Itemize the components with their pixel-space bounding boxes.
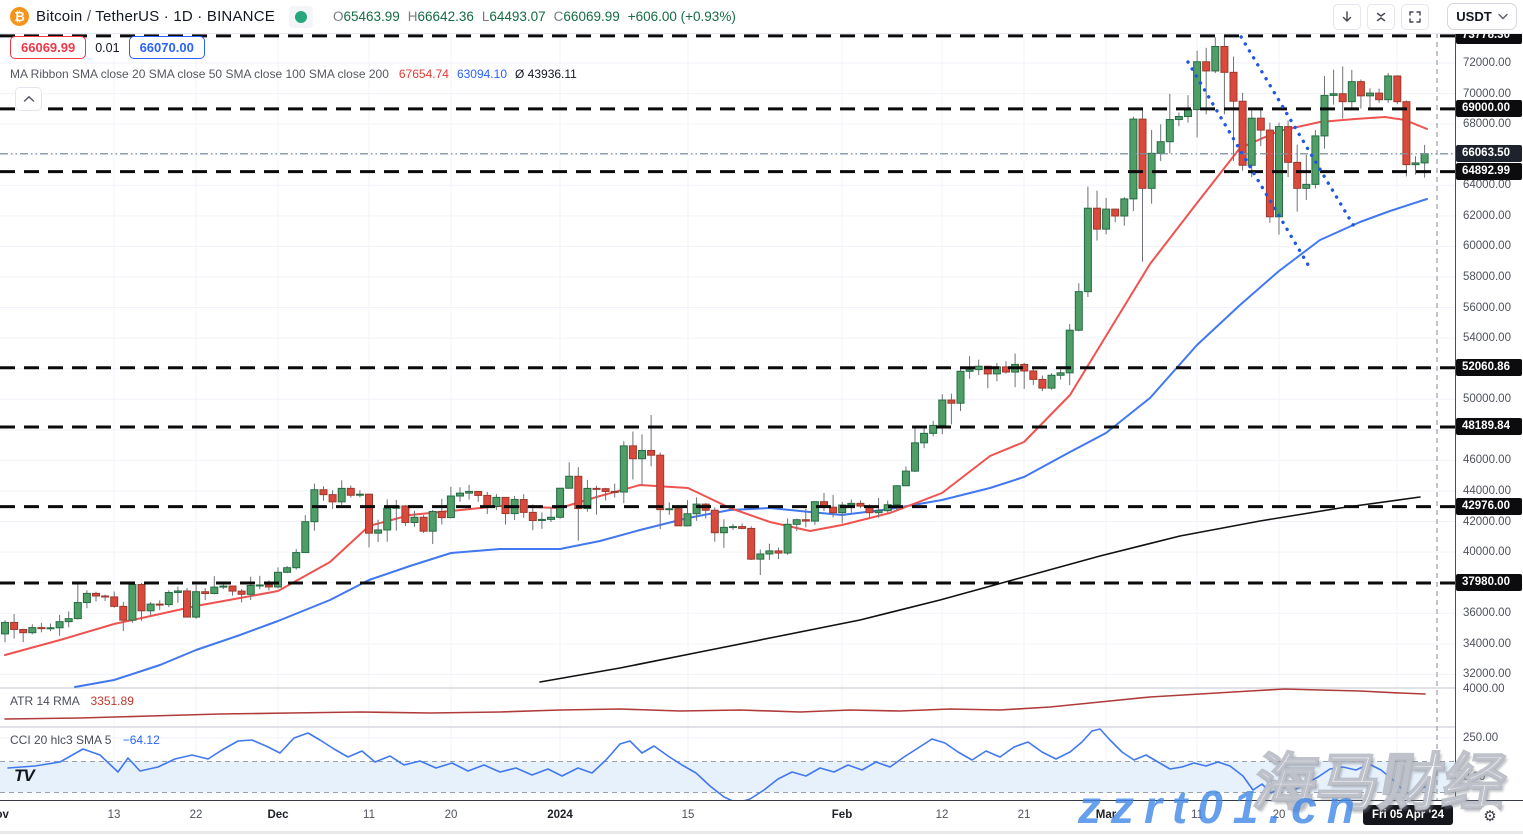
bitcoin-logo-icon: ₿	[10, 7, 29, 26]
sma20-value: 67654.74	[398, 67, 449, 81]
price-tick: 32000.00	[1463, 668, 1511, 681]
time-tick: 15	[681, 809, 695, 821]
symbol-name: Bitcoin / TetherUS · 1D · BINANCE	[36, 8, 275, 25]
cci-legend[interactable]: CCI 20 hlc3 SMA 5 −64.12	[10, 733, 160, 747]
price-tick: 54000.00	[1463, 332, 1511, 345]
time-tick: 12	[935, 809, 949, 821]
sma50-value: 63094.10	[456, 67, 507, 81]
tradingview-logo: TV	[14, 766, 35, 785]
price-tick: 70000.00	[1463, 87, 1511, 100]
price-level-badge: 37980.00	[1456, 574, 1522, 592]
fullscreen-icon	[1409, 10, 1421, 23]
time-tick: 2024	[547, 809, 573, 821]
price-tick: 34000.00	[1463, 637, 1511, 650]
price-change: +606.00 (+0.93%)	[627, 9, 736, 24]
ohlc-readout: O 65463.99 H 66642.36 L 64493.07 C 66069.99 …	[332, 9, 736, 24]
price-tick: 42000.00	[1463, 515, 1511, 528]
time-tick: Dec	[267, 809, 289, 821]
time-tick: 22	[189, 809, 203, 821]
ma-ribbon-params: MA Ribbon SMA close 20 SMA close 50 SMA …	[10, 67, 389, 81]
price-tick: 0.00	[1463, 771, 1486, 783]
time-tick: 11	[1191, 809, 1203, 821]
price-tick: 44000.00	[1463, 484, 1511, 497]
top-toolbar: ₿ Bitcoin / TetherUS · 1D · BINANCE O 654…	[0, 0, 1523, 34]
bid-price-button[interactable]: 66069.99	[10, 36, 87, 59]
chart-canvas[interactable]	[0, 0, 1455, 800]
price-tick: 250.00	[1463, 732, 1499, 744]
last-bar-date-badge: Fri 05 Apr '24	[1363, 805, 1453, 825]
chevron-up-icon	[23, 95, 34, 102]
collapse-pane-button[interactable]	[1367, 3, 1395, 30]
current-price-badge: 66063.50	[1456, 145, 1522, 163]
currency-dropdown[interactable]: USDT	[1447, 3, 1517, 30]
price-tick: 46000.00	[1463, 454, 1511, 467]
bottom-edge	[0, 831, 1523, 834]
time-tick: Feb	[831, 809, 853, 821]
time-tick: 20	[444, 809, 458, 821]
price-scale[interactable]: 72000.0070000.0068000.0066000.0064000.00…	[1455, 33, 1523, 800]
symbol-info[interactable]: ₿ Bitcoin / TetherUS · 1D · BINANCE	[10, 7, 275, 26]
price-level-badge: 52060.86	[1456, 359, 1522, 377]
price-tick: 60000.00	[1463, 240, 1511, 253]
time-tick: 13	[107, 809, 121, 821]
price-tick: 36000.00	[1463, 607, 1511, 620]
price-tick: 68000.00	[1463, 118, 1511, 131]
axis-settings-gear-icon[interactable]: ⚙	[1479, 805, 1501, 827]
time-tick: 21	[1017, 809, 1031, 821]
price-tick: 62000.00	[1463, 209, 1511, 222]
watermark-site: zzrt01.cn	[1078, 781, 1365, 833]
price-tick: 50000.00	[1463, 393, 1511, 406]
price-tick: 40000.00	[1463, 546, 1511, 559]
market-open-dot-icon	[294, 10, 307, 23]
price-tick: 72000.00	[1463, 57, 1511, 69]
chevron-down-icon	[1497, 13, 1508, 20]
time-tick: 11	[363, 809, 375, 821]
price-tick: 64000.00	[1463, 179, 1511, 192]
collapse-vertical-icon	[1376, 12, 1386, 21]
arrow-down-icon	[1342, 10, 1352, 22]
maximize-chart-button[interactable]	[1401, 3, 1429, 30]
ask-price-button[interactable]: 66070.00	[128, 36, 205, 59]
price-level-badge: 69000.00	[1456, 100, 1522, 118]
price-level-badge: 73778.30	[1456, 33, 1522, 45]
market-status-button[interactable]	[288, 5, 313, 28]
price-tick: 56000.00	[1463, 301, 1511, 314]
price-tick: 58000.00	[1463, 270, 1511, 283]
spread-value: 0.01	[95, 40, 120, 55]
price-level-badge: 42976.00	[1456, 498, 1522, 516]
price-tick: 4000.00	[1463, 683, 1505, 695]
atr-legend[interactable]: ATR 14 RMA 3351.89	[10, 694, 134, 708]
ma-ribbon-legend[interactable]: MA Ribbon SMA close 20 SMA close 50 SMA …	[10, 67, 577, 81]
price-level-badge: 64892.99	[1456, 163, 1522, 181]
sma-average-value: Ø 43936.11	[515, 67, 577, 81]
price-level-badge: 48189.84	[1456, 418, 1522, 436]
time-axis[interactable]: Fri 05 Apr '24 Nov 13 22 Dec 11 20 2024 15 Feb 12…	[0, 800, 1523, 835]
atr-value: 3351.89	[90, 694, 134, 708]
collapse-legend-button[interactable]	[15, 87, 42, 111]
time-tick: Nov	[0, 809, 9, 821]
time-tick: Mar	[1095, 809, 1117, 821]
scroll-down-button[interactable]	[1333, 3, 1361, 30]
time-tick: 20	[1272, 809, 1286, 821]
cci-value: −64.12	[122, 733, 160, 747]
